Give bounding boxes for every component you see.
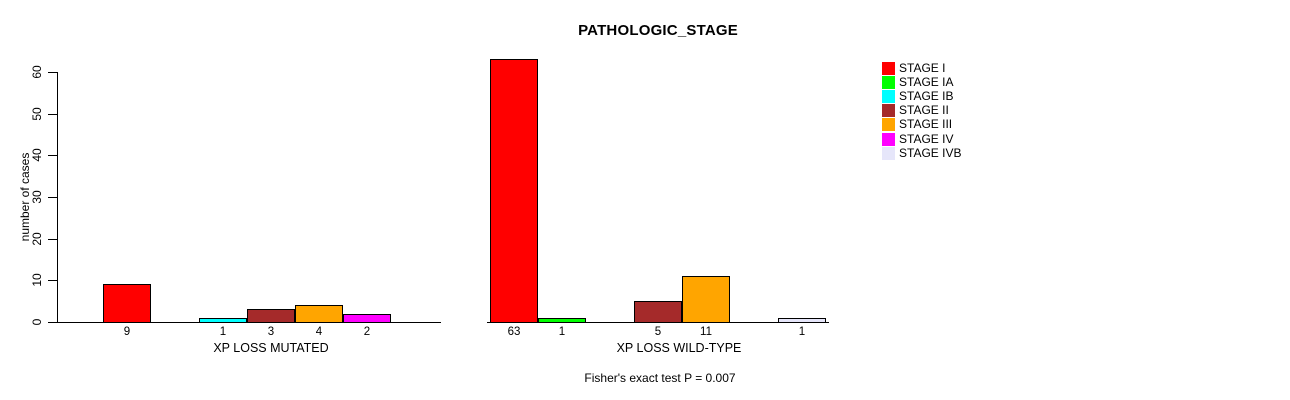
legend-item-stage-ii: STAGE II [882, 104, 961, 118]
bar-stage-ii-xp-loss-wild-type [634, 301, 682, 323]
legend-label: STAGE IB [899, 88, 954, 103]
bar-stage-iii-xp-loss-mutated [295, 305, 343, 323]
y-axis-tick [48, 322, 57, 323]
chart-title: PATHOLOGIC_STAGE [578, 22, 738, 39]
legend-item-stage-i: STAGE I [882, 61, 961, 75]
legend-item-stage-iv: STAGE IV [882, 132, 961, 146]
bar-stage-ivb-xp-loss-wild-type [778, 318, 826, 323]
y-axis-tick [48, 197, 57, 198]
legend-swatch-stage-ivb [882, 146, 895, 160]
bar-stage-ia-xp-loss-wild-type [538, 318, 586, 323]
bar-value-label: 4 [315, 326, 323, 338]
x-axis-group-label-xp-loss-mutated: XP LOSS MUTATED [213, 341, 329, 355]
legend-label: STAGE I [899, 60, 946, 75]
legend-swatch-stage-iii [882, 118, 895, 132]
fisher-test-annotation: Fisher's exact test P = 0.007 [584, 371, 736, 385]
legend-label: STAGE IVB [899, 145, 962, 160]
bar-stage-i-xp-loss-mutated [103, 284, 151, 323]
y-axis-tick-label: 0 [30, 318, 44, 326]
y-axis-tick [48, 280, 57, 282]
y-axis-tick [48, 155, 57, 157]
bar-stage-ib-xp-loss-mutated [199, 318, 247, 323]
bar-value-label: 5 [654, 326, 662, 338]
y-axis-tick-label: 30 [30, 190, 44, 204]
bar-value-label: 1 [219, 326, 227, 338]
y-axis-tick [48, 72, 57, 73]
bar-value-label: 11 [700, 326, 712, 338]
y-axis-tick-label: 40 [30, 148, 44, 163]
legend-swatch-stage-ia [882, 75, 895, 89]
y-axis-tick-label: 50 [30, 106, 44, 121]
legend-swatch-stage-ib [882, 89, 895, 103]
y-axis-tick-label: 60 [30, 65, 44, 79]
bar-stage-iv-xp-loss-mutated [343, 314, 391, 323]
bar-value-label: 2 [363, 326, 371, 338]
bar-value-label: 63 [507, 326, 521, 338]
legend-item-stage-ivb: STAGE IVB [882, 146, 961, 160]
x-axis-group-label-xp-loss-wild-type: XP LOSS WILD-TYPE [616, 341, 742, 355]
y-axis-tick [48, 113, 57, 115]
legend: STAGE I STAGE IA STAGE IB STAGE II STAGE III… [882, 61, 961, 160]
legend-label: STAGE IV [899, 131, 954, 146]
legend-label: STAGE II [899, 103, 949, 118]
bar-value-label: 1 [558, 326, 566, 338]
y-axis-tick-label: 10 [30, 273, 44, 288]
bar-value-label: 1 [798, 326, 806, 338]
y-axis-tick-label: 20 [30, 231, 44, 246]
bar-value-label: 3 [267, 326, 275, 338]
bar-value-label: 9 [123, 326, 131, 338]
bar-stage-iii-xp-loss-wild-type [682, 276, 730, 323]
bar-stage-ii-xp-loss-mutated [247, 309, 295, 323]
legend-swatch-stage-ii [882, 104, 895, 118]
legend-item-stage-iii: STAGE III [882, 118, 961, 132]
legend-item-stage-ib: STAGE IB [882, 89, 961, 103]
y-axis-line [57, 72, 58, 322]
legend-swatch-stage-i [882, 61, 895, 75]
y-axis-tick [48, 238, 57, 240]
bar-stage-i-xp-loss-wild-type [490, 59, 538, 323]
legend-label: STAGE III [899, 117, 953, 132]
legend-swatch-stage-iv [882, 132, 895, 146]
legend-item-stage-ia: STAGE IA [882, 75, 961, 89]
legend-label: STAGE IA [899, 74, 954, 89]
